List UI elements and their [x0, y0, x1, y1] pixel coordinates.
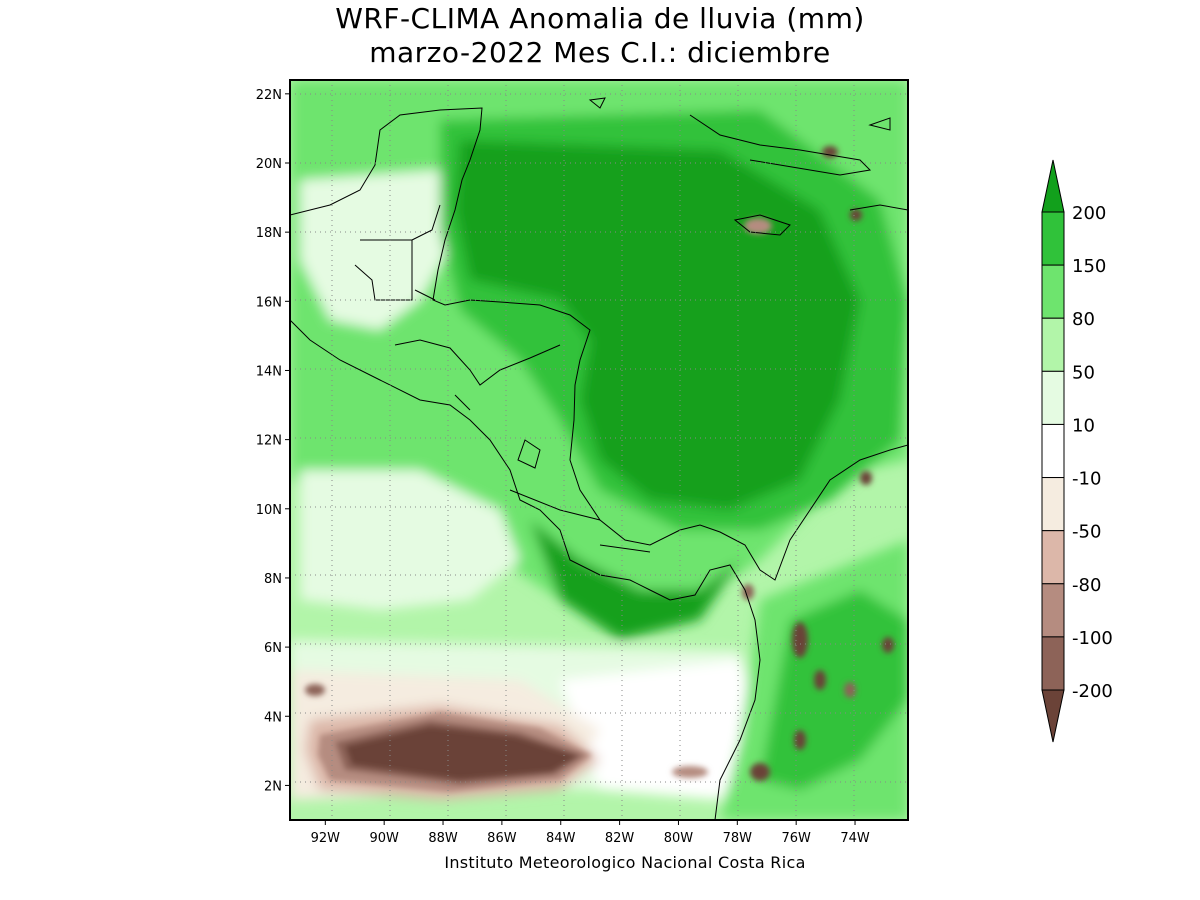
map-subtitle: marzo-2022 Mes C.I.: diciembre [369, 36, 831, 69]
legend-swatch [1041, 317, 1065, 372]
legend-swatch [1041, 583, 1065, 638]
legend-level-label: 200 [1072, 203, 1106, 224]
legend-bottom-arrow [1041, 689, 1065, 743]
legend-swatch [1041, 423, 1065, 479]
lon-tick-label: 78W [723, 831, 753, 846]
legend-level-label: -50 [1072, 522, 1101, 543]
legend-level-label: -80 [1072, 575, 1101, 596]
credit-text: Instituto Meteorologico Nacional Costa R… [444, 853, 806, 872]
legend-top-arrow [1041, 159, 1065, 213]
lon-tick-label: 92W [311, 831, 341, 846]
lon-tick-label: 74W [840, 831, 870, 846]
legend-level-label: 10 [1072, 415, 1095, 436]
legend-swatch [1041, 530, 1065, 585]
lat-tick-label: 6N [264, 641, 282, 656]
lat-tick-label: 20N [256, 157, 282, 172]
legend-swatch [1041, 477, 1065, 532]
legend-swatch [1041, 636, 1065, 691]
map-frame [289, 79, 909, 821]
lon-tick-label: 86W [487, 831, 517, 846]
legend-swatch [1041, 370, 1065, 425]
graticule [290, 80, 908, 820]
lat-tick-label: 8N [264, 572, 282, 587]
legend-level-label: 80 [1072, 309, 1095, 330]
legend-level-label: -10 [1072, 469, 1101, 490]
lat-tick-label: 12N [256, 434, 282, 449]
legend-swatch [1041, 264, 1065, 319]
lat-tick-label: 14N [256, 364, 282, 379]
anomaly-field [290, 80, 908, 820]
lon-tick-label: 76W [781, 831, 811, 846]
legend-level-label: -100 [1072, 628, 1113, 649]
lat-tick-label: 10N [256, 503, 282, 518]
legend-level-label: 50 [1072, 362, 1095, 383]
lon-tick-label: 82W [605, 831, 635, 846]
map-title: WRF-CLIMA Anomalia de lluvia (mm) [335, 2, 865, 35]
lon-tick-label: 80W [664, 831, 694, 846]
legend-level-label: -200 [1072, 681, 1113, 702]
lat-tick-label: 18N [256, 226, 282, 241]
legend-swatch [1041, 211, 1065, 266]
legend-level-label: 150 [1072, 256, 1106, 277]
lon-tick-label: 84W [546, 831, 576, 846]
lat-tick-label: 22N [256, 88, 282, 103]
latitude-axis: 22N 20N 18N 16N 14N 12N 10N 8N 6N 4N 2N [256, 88, 290, 794]
lat-tick-label: 2N [264, 779, 282, 794]
longitude-axis: 92W 90W 88W 86W 84W 82W 80W 78W 76W 74W [311, 820, 870, 846]
lon-tick-label: 90W [369, 831, 399, 846]
lat-tick-label: 4N [264, 710, 282, 725]
lon-tick-label: 88W [428, 831, 458, 846]
lat-tick-label: 16N [256, 295, 282, 310]
